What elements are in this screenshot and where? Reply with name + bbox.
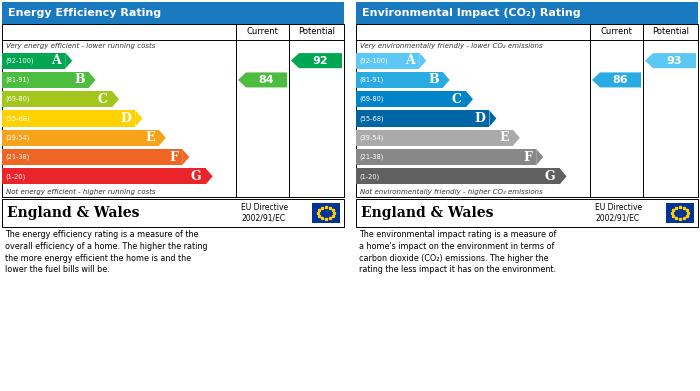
Bar	[356, 24, 698, 197]
Bar	[2, 91, 112, 108]
Polygon shape	[182, 149, 189, 165]
Polygon shape	[645, 53, 696, 68]
Bar	[356, 130, 513, 146]
Text: EU Directive
2002/91/EC: EU Directive 2002/91/EC	[241, 203, 288, 223]
Polygon shape	[135, 110, 142, 127]
Text: A: A	[405, 54, 415, 67]
Text: C: C	[452, 93, 462, 106]
Text: Not energy efficient - higher running costs: Not energy efficient - higher running co…	[6, 188, 155, 195]
Bar	[356, 52, 419, 69]
Polygon shape	[466, 91, 473, 108]
Text: A: A	[52, 54, 61, 67]
Bar	[356, 199, 698, 227]
Polygon shape	[442, 72, 449, 88]
Text: (39-54): (39-54)	[359, 135, 384, 141]
Text: B: B	[428, 74, 439, 86]
Text: 86: 86	[612, 75, 629, 85]
Bar	[312, 203, 340, 223]
Text: (81-91): (81-91)	[359, 77, 384, 83]
Text: Potential: Potential	[652, 27, 689, 36]
Text: 84: 84	[259, 75, 274, 85]
Text: Not environmentally friendly - higher CO₂ emissions: Not environmentally friendly - higher CO…	[360, 188, 542, 195]
Text: (92-100): (92-100)	[359, 57, 388, 64]
Text: C: C	[98, 93, 108, 106]
Text: EU Directive
2002/91/EC: EU Directive 2002/91/EC	[596, 203, 643, 223]
Text: E: E	[146, 131, 155, 144]
Bar	[2, 199, 344, 227]
Bar	[356, 168, 559, 185]
Text: The environmental impact rating is a measure of
a home's impact on the environme: The environmental impact rating is a mea…	[359, 230, 556, 274]
Bar	[2, 110, 135, 127]
Text: England & Wales: England & Wales	[7, 206, 139, 220]
Text: (21-38): (21-38)	[5, 154, 29, 160]
Bar	[2, 24, 344, 197]
Polygon shape	[238, 72, 287, 88]
Polygon shape	[89, 72, 96, 88]
Bar	[2, 72, 89, 88]
Polygon shape	[489, 110, 496, 127]
Text: Energy Efficiency Rating: Energy Efficiency Rating	[8, 8, 161, 18]
Polygon shape	[592, 72, 641, 88]
Text: G: G	[191, 170, 202, 183]
Polygon shape	[112, 91, 119, 108]
Text: (69-80): (69-80)	[359, 96, 384, 102]
Bar	[356, 72, 442, 88]
Polygon shape	[536, 149, 543, 165]
Polygon shape	[559, 168, 566, 185]
Text: B: B	[74, 74, 85, 86]
Text: 93: 93	[666, 56, 682, 66]
Text: G: G	[545, 170, 556, 183]
Text: The energy efficiency rating is a measure of the
overall efficiency of a home. T: The energy efficiency rating is a measur…	[5, 230, 207, 274]
Text: (55-68): (55-68)	[5, 115, 29, 122]
Bar	[356, 91, 466, 108]
Text: (92-100): (92-100)	[5, 57, 34, 64]
Text: Very energy efficient - lower running costs: Very energy efficient - lower running co…	[6, 43, 155, 48]
Text: (69-80): (69-80)	[5, 96, 29, 102]
Text: (81-91): (81-91)	[5, 77, 29, 83]
Bar	[2, 130, 159, 146]
Text: Potential: Potential	[298, 27, 335, 36]
FancyBboxPatch shape	[2, 2, 344, 24]
Polygon shape	[419, 52, 426, 69]
Bar	[666, 203, 694, 223]
Text: (55-68): (55-68)	[359, 115, 384, 122]
Bar	[356, 149, 536, 165]
Text: D: D	[475, 112, 485, 125]
FancyBboxPatch shape	[356, 2, 698, 24]
Bar	[2, 168, 206, 185]
Text: Environmental Impact (CO₂) Rating: Environmental Impact (CO₂) Rating	[362, 8, 580, 18]
Text: Very environmentally friendly - lower CO₂ emissions: Very environmentally friendly - lower CO…	[360, 43, 542, 48]
Text: (1-20): (1-20)	[359, 173, 379, 179]
Polygon shape	[159, 130, 166, 146]
Polygon shape	[513, 130, 520, 146]
Text: (21-38): (21-38)	[359, 154, 384, 160]
Bar	[356, 110, 489, 127]
Text: D: D	[120, 112, 132, 125]
Text: (39-54): (39-54)	[5, 135, 29, 141]
Text: England & Wales: England & Wales	[361, 206, 493, 220]
Text: Current: Current	[601, 27, 632, 36]
Text: Current: Current	[246, 27, 279, 36]
Polygon shape	[206, 168, 213, 185]
Bar	[2, 52, 65, 69]
Text: 92: 92	[313, 56, 328, 66]
Polygon shape	[65, 52, 72, 69]
Text: (1-20): (1-20)	[5, 173, 25, 179]
Bar	[2, 149, 182, 165]
Polygon shape	[291, 53, 342, 68]
Text: F: F	[169, 151, 178, 163]
Text: E: E	[499, 131, 509, 144]
Text: F: F	[524, 151, 532, 163]
